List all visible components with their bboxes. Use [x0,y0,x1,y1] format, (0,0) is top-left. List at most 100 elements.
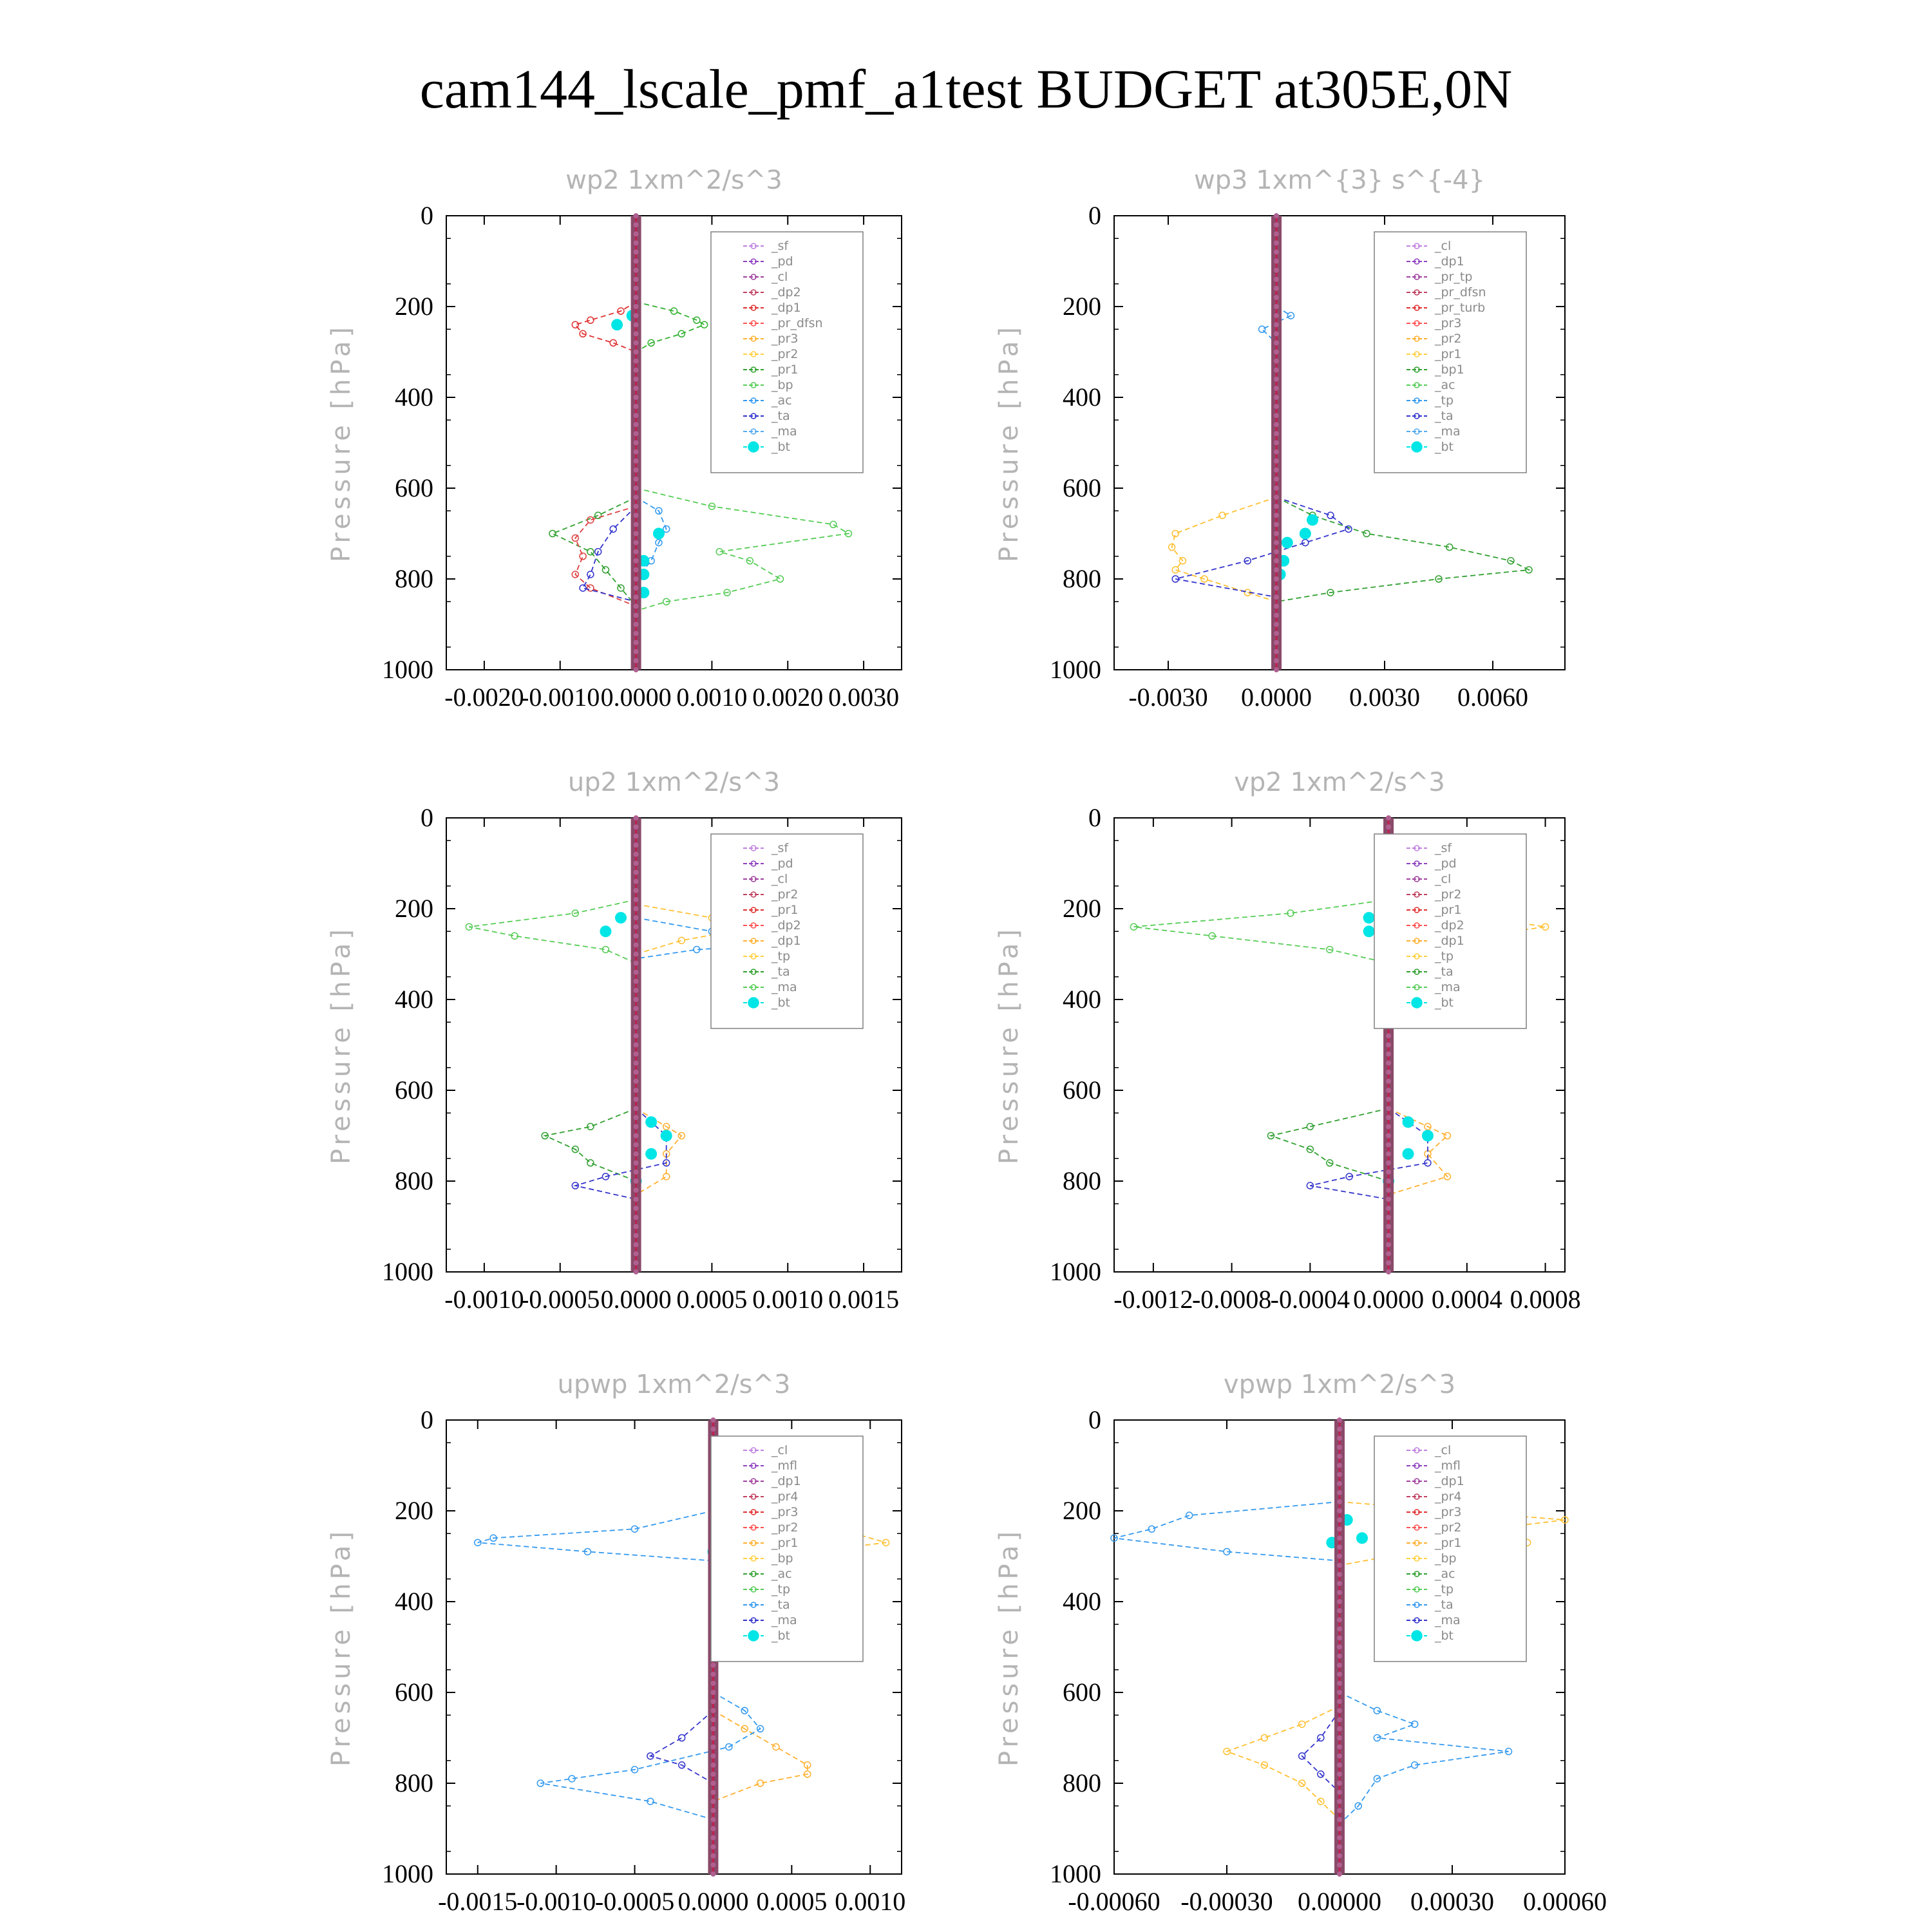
x-tick-label: 0.0000 [1241,683,1312,712]
zero-profile-marker [633,422,639,428]
legend-entry: _ac [771,393,792,408]
zero-profile-marker [710,1835,716,1841]
y-tick-label: 200 [1063,1496,1101,1525]
zero-profile-marker [1274,558,1279,564]
zero-profile-marker [633,285,639,291]
zero-profile-marker [1386,1060,1392,1066]
zero-profile-marker [633,1142,639,1148]
y-tick-label: 200 [1063,292,1101,321]
series-line-_dp2 [1269,1108,1389,1182]
data-point-_ma [1373,1707,1381,1714]
legend-marker [1414,969,1420,975]
zero-profile-marker [1337,1562,1342,1568]
data-point-_pr2 [1218,511,1226,520]
data-point-_pr2 [1200,575,1208,583]
zero-profile-marker [633,1024,639,1030]
data-point-_dp2 [541,1132,549,1140]
zero-profile-marker [1274,213,1279,218]
legend-entry: _pr4 [771,1490,798,1504]
legend-entry: _pr4 [1434,1490,1461,1504]
x-tick-label: 0.00060 [1523,1887,1607,1916]
zero-profile-marker [710,1744,716,1750]
zero-profile-marker [710,1417,716,1423]
y-tick-label: 800 [1063,1166,1101,1195]
y-tick-label: 0 [421,1405,433,1434]
legend-marker [1414,1571,1420,1577]
zero-profile-marker [633,824,639,830]
zero-profile-marker [633,1124,639,1130]
data-point-_bp [693,316,701,324]
legend-entry: _pr2 [1434,1520,1461,1535]
series-line-_pr2 [712,1710,808,1803]
y-tick-label: 1000 [382,655,433,684]
data-point-_dp1 [571,909,580,917]
series-line-_ma [540,1692,761,1821]
zero-profile-marker [633,612,639,618]
legend-entry: _ac [1434,1567,1455,1581]
legend-marker [750,860,757,867]
zero-profile-marker [633,467,639,473]
zero-profile-marker [710,1708,716,1714]
legend-marker [1414,289,1420,296]
legend-entry: _ac [771,1567,792,1581]
zero-profile-marker [710,1844,716,1850]
legend-entry: _bp1 [1434,363,1464,377]
zero-profile-marker [710,1735,716,1741]
zero-profile-marker [1274,222,1279,228]
zero-profile-marker [1337,1653,1342,1659]
y-tick-label: 1000 [382,1859,433,1888]
legend-entry: _cl [1434,1443,1451,1457]
data-point-_tp [474,1539,482,1547]
zero-profile-marker [1337,1553,1342,1559]
zero-profile-marker [633,978,639,984]
zero-profile-marker [633,449,639,455]
zero-profile-marker [1386,1197,1392,1202]
legend-entry: _bp [771,1551,793,1566]
zero-profile-marker [633,304,639,309]
zero-profile-marker [1274,612,1279,618]
data-point-_dp2 [587,516,594,524]
zero-profile-marker [633,531,639,536]
zero-profile-marker [1274,594,1279,600]
zero-profile-marker [1274,467,1279,473]
zero-profile-marker [633,869,639,875]
zero-profile-marker [633,1015,639,1021]
legend-marker [750,1478,757,1484]
zero-profile-marker [1274,567,1279,573]
zero-profile-marker [1337,1781,1342,1786]
zero-profile-marker [1274,504,1279,509]
zero-profile-marker [633,376,639,382]
legend-box [710,833,864,1029]
zero-profile-marker [1274,458,1279,464]
data-point-_dp2 [571,534,580,542]
data-point-_dp2 [1267,1132,1275,1140]
series-line-_pr2 [1171,497,1277,603]
zero-profile-marker [1337,1617,1342,1623]
legend-marker [750,1555,757,1562]
data-point-_dp2 [587,1122,594,1131]
y-tick-label: 1000 [382,1257,433,1286]
data-point-_ac [723,589,731,596]
data-point-_bt [1281,536,1293,549]
panel-title: vp2 1xm^2/s^3 [1234,768,1445,797]
zero-profile-marker [1337,1844,1342,1850]
series-line-_ta [1301,1710,1340,1793]
series-line-_dp1 [469,899,636,964]
plot-frame [446,215,902,670]
panel-1: wp2 1xm^2/s^3 Pressure [hPa] 0 200 400 600 800… [327,166,902,712]
legend-marker [750,1540,757,1546]
y-tick-label: 400 [1063,985,1101,1014]
zero-profile-marker [633,942,639,948]
y-tick-label: 200 [395,894,433,923]
legend-marker [750,1524,757,1531]
legend-marker [750,907,757,913]
data-point-_pr1 [601,566,610,574]
legend-entry: _dp1 [771,934,801,948]
y-tick-label: 600 [1063,1075,1101,1104]
legend-entry: _sf [771,239,789,253]
zero-profile-marker [1274,440,1279,446]
legend-entry: _pd [771,254,793,269]
y-tick-label: 1000 [1050,1257,1101,1286]
data-point-_ta [587,571,594,578]
zero-profile-marker [1386,1142,1392,1148]
